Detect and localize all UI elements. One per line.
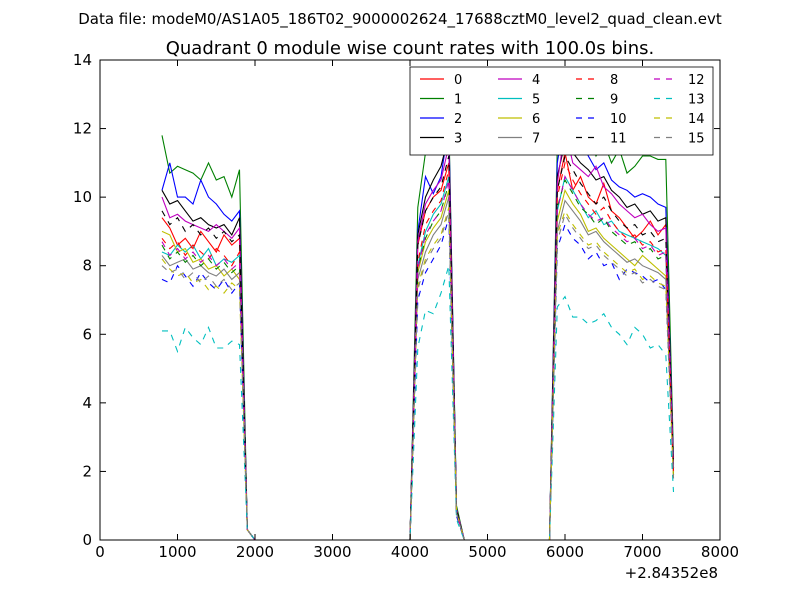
legend-label-9: 9 (610, 93, 618, 108)
x-tick-label: 0 (95, 543, 105, 561)
legend-label-0: 0 (454, 73, 462, 88)
series-layer (161, 86, 675, 540)
y-tick-label: 12 (73, 120, 92, 138)
legend-label-2: 2 (454, 112, 462, 127)
x-tick-label: 3000 (313, 543, 351, 561)
x-tick-label: 7000 (623, 543, 661, 561)
series-line-15 (161, 210, 675, 540)
y-tick-label: 8 (82, 257, 92, 275)
x-tick-label: 6000 (546, 543, 584, 561)
series-line-4 (161, 128, 675, 540)
series-line-9 (161, 178, 675, 540)
legend-frame (409, 66, 714, 156)
legend-label-1: 1 (454, 93, 462, 108)
figure-suptitle: Data file: modeM0/AS1A05_186T02_90000026… (78, 10, 722, 29)
legend-label-3: 3 (454, 132, 462, 147)
x-tick-label: 8000 (701, 543, 739, 561)
legend-label-12: 12 (688, 73, 705, 88)
y-tick-label: 2 (82, 462, 92, 480)
legend-label-7: 7 (532, 132, 540, 147)
series-line-3 (161, 135, 675, 540)
legend-label-14: 14 (688, 112, 705, 127)
legend-label-8: 8 (610, 73, 618, 88)
y-tick-label: 0 (82, 531, 92, 549)
series-line-11 (161, 154, 675, 540)
y-tick-label: 14 (73, 51, 92, 69)
axes-layer: 0 1000 2000 3000 4000 5000 6000 7000 80000246810… (73, 51, 739, 561)
y-tick-label: 6 (82, 325, 92, 343)
legend-label-11: 11 (610, 132, 627, 147)
legend-label-15: 15 (688, 132, 705, 147)
x-tick-label: 2000 (236, 543, 274, 561)
legend-label-13: 13 (688, 93, 705, 108)
series-line-12 (161, 175, 675, 540)
chart-title: Quadrant 0 module wise count rates with … (166, 38, 655, 59)
series-line-2 (161, 113, 675, 540)
legend-label-10: 10 (610, 112, 627, 127)
legend-label-4: 4 (532, 73, 540, 88)
legend-label-6: 6 (532, 112, 540, 127)
x-offset-label: +2.84352e8 (625, 564, 718, 582)
plot-frame (99, 59, 721, 541)
y-tick-label: 4 (82, 394, 92, 412)
series-line-13 (162, 265, 675, 540)
x-tick-label: 5000 (468, 543, 506, 561)
y-tick-label: 10 (73, 188, 92, 206)
series-line-14 (161, 207, 675, 540)
legend-label-5: 5 (532, 93, 540, 108)
x-tick-label: 1000 (158, 543, 196, 561)
x-tick-label: 4000 (391, 543, 429, 561)
